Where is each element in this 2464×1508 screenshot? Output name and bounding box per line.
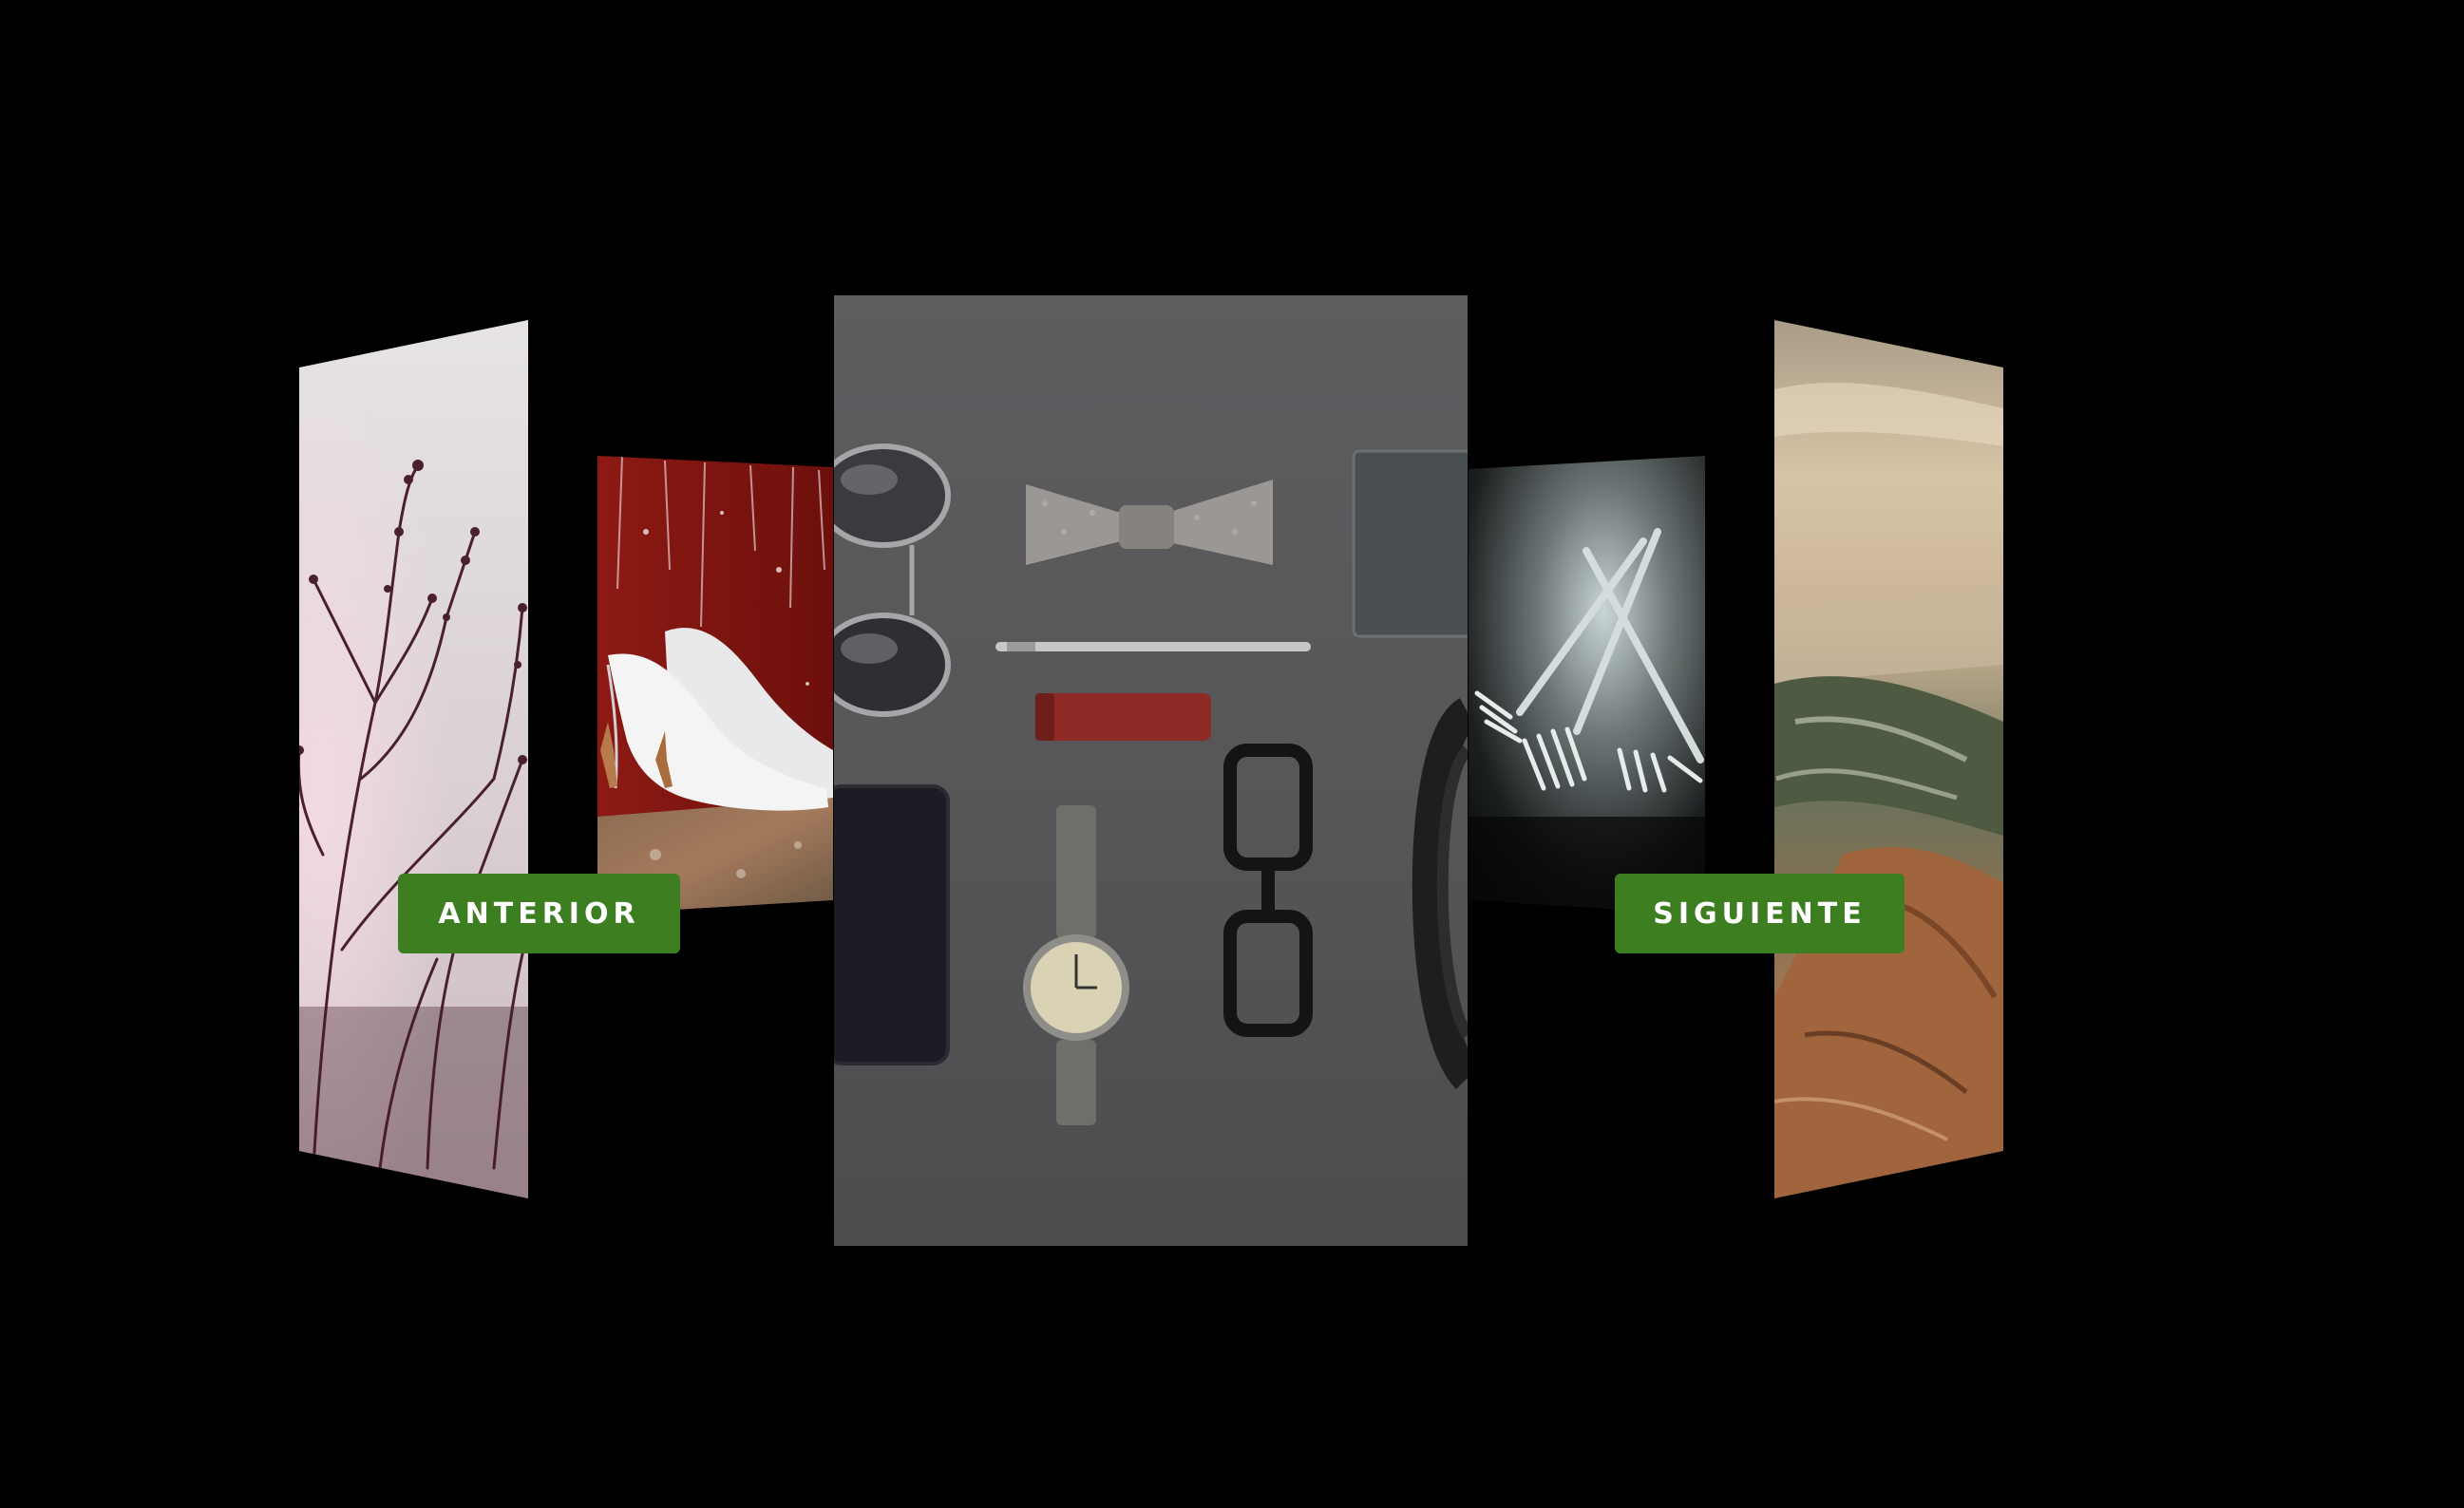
slide-shoes-image[interactable]	[589, 446, 845, 921]
slide-branches-image[interactable]	[285, 313, 541, 1206]
slide-coast-image[interactable]	[1767, 313, 2014, 1206]
next-button[interactable]: SIGUIENTE	[1615, 874, 1905, 953]
previous-button[interactable]: ANTERIOR	[398, 874, 680, 953]
slide-accessories-image[interactable]	[819, 295, 1472, 1246]
slide-forks-image[interactable]	[1463, 446, 1719, 921]
